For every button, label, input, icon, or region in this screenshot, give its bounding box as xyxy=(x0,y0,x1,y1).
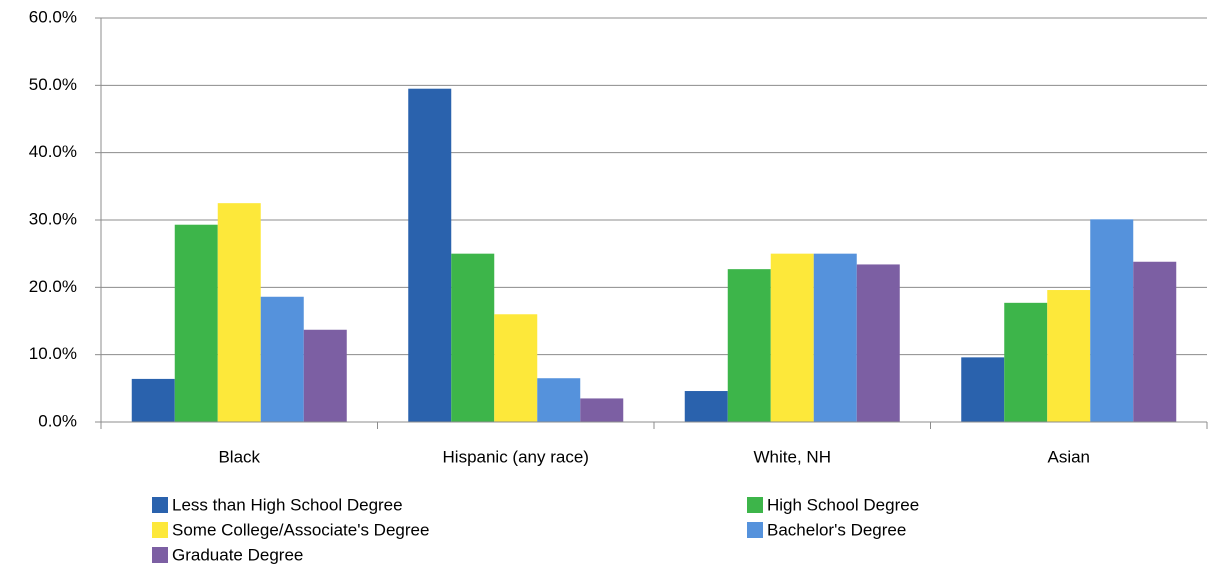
bar xyxy=(1047,290,1091,422)
legend-swatch xyxy=(747,522,763,538)
legend-swatch xyxy=(152,522,168,538)
bar xyxy=(131,378,175,422)
bar xyxy=(856,264,900,422)
bar xyxy=(537,378,581,422)
legend-label: Some College/Associate's Degree xyxy=(172,520,429,539)
y-tick-label: 30.0% xyxy=(29,209,77,228)
y-tick-label: 0.0% xyxy=(38,411,77,430)
bar xyxy=(1090,219,1134,422)
bar xyxy=(451,253,495,422)
bar xyxy=(727,269,771,422)
bar xyxy=(174,224,218,422)
legend-label: High School Degree xyxy=(767,495,919,514)
x-tick-label: White, NH xyxy=(754,447,831,466)
bar xyxy=(813,253,857,422)
y-tick-label: 60.0% xyxy=(29,7,77,26)
y-tick-label: 40.0% xyxy=(29,142,77,161)
legend-label: Less than High School Degree xyxy=(172,495,403,514)
y-tick-label: 10.0% xyxy=(29,344,77,363)
legend-swatch xyxy=(152,547,168,563)
legend-swatch xyxy=(747,497,763,513)
bar xyxy=(684,391,728,422)
bar xyxy=(303,329,347,422)
bar xyxy=(1004,302,1048,422)
bar xyxy=(580,398,624,422)
bar xyxy=(770,253,814,422)
bar xyxy=(1133,261,1177,422)
bar xyxy=(217,203,261,422)
legend-label: Bachelor's Degree xyxy=(767,520,906,539)
legend-swatch xyxy=(152,497,168,513)
bar xyxy=(494,314,538,422)
y-tick-label: 50.0% xyxy=(29,75,77,94)
bar xyxy=(408,88,452,422)
bar xyxy=(961,357,1005,422)
x-tick-label: Asian xyxy=(1047,447,1090,466)
legend-label: Graduate Degree xyxy=(172,545,303,564)
y-tick-label: 20.0% xyxy=(29,277,77,296)
bar xyxy=(260,296,304,422)
x-tick-label: Hispanic (any race) xyxy=(443,447,589,466)
x-tick-label: Black xyxy=(218,447,260,466)
